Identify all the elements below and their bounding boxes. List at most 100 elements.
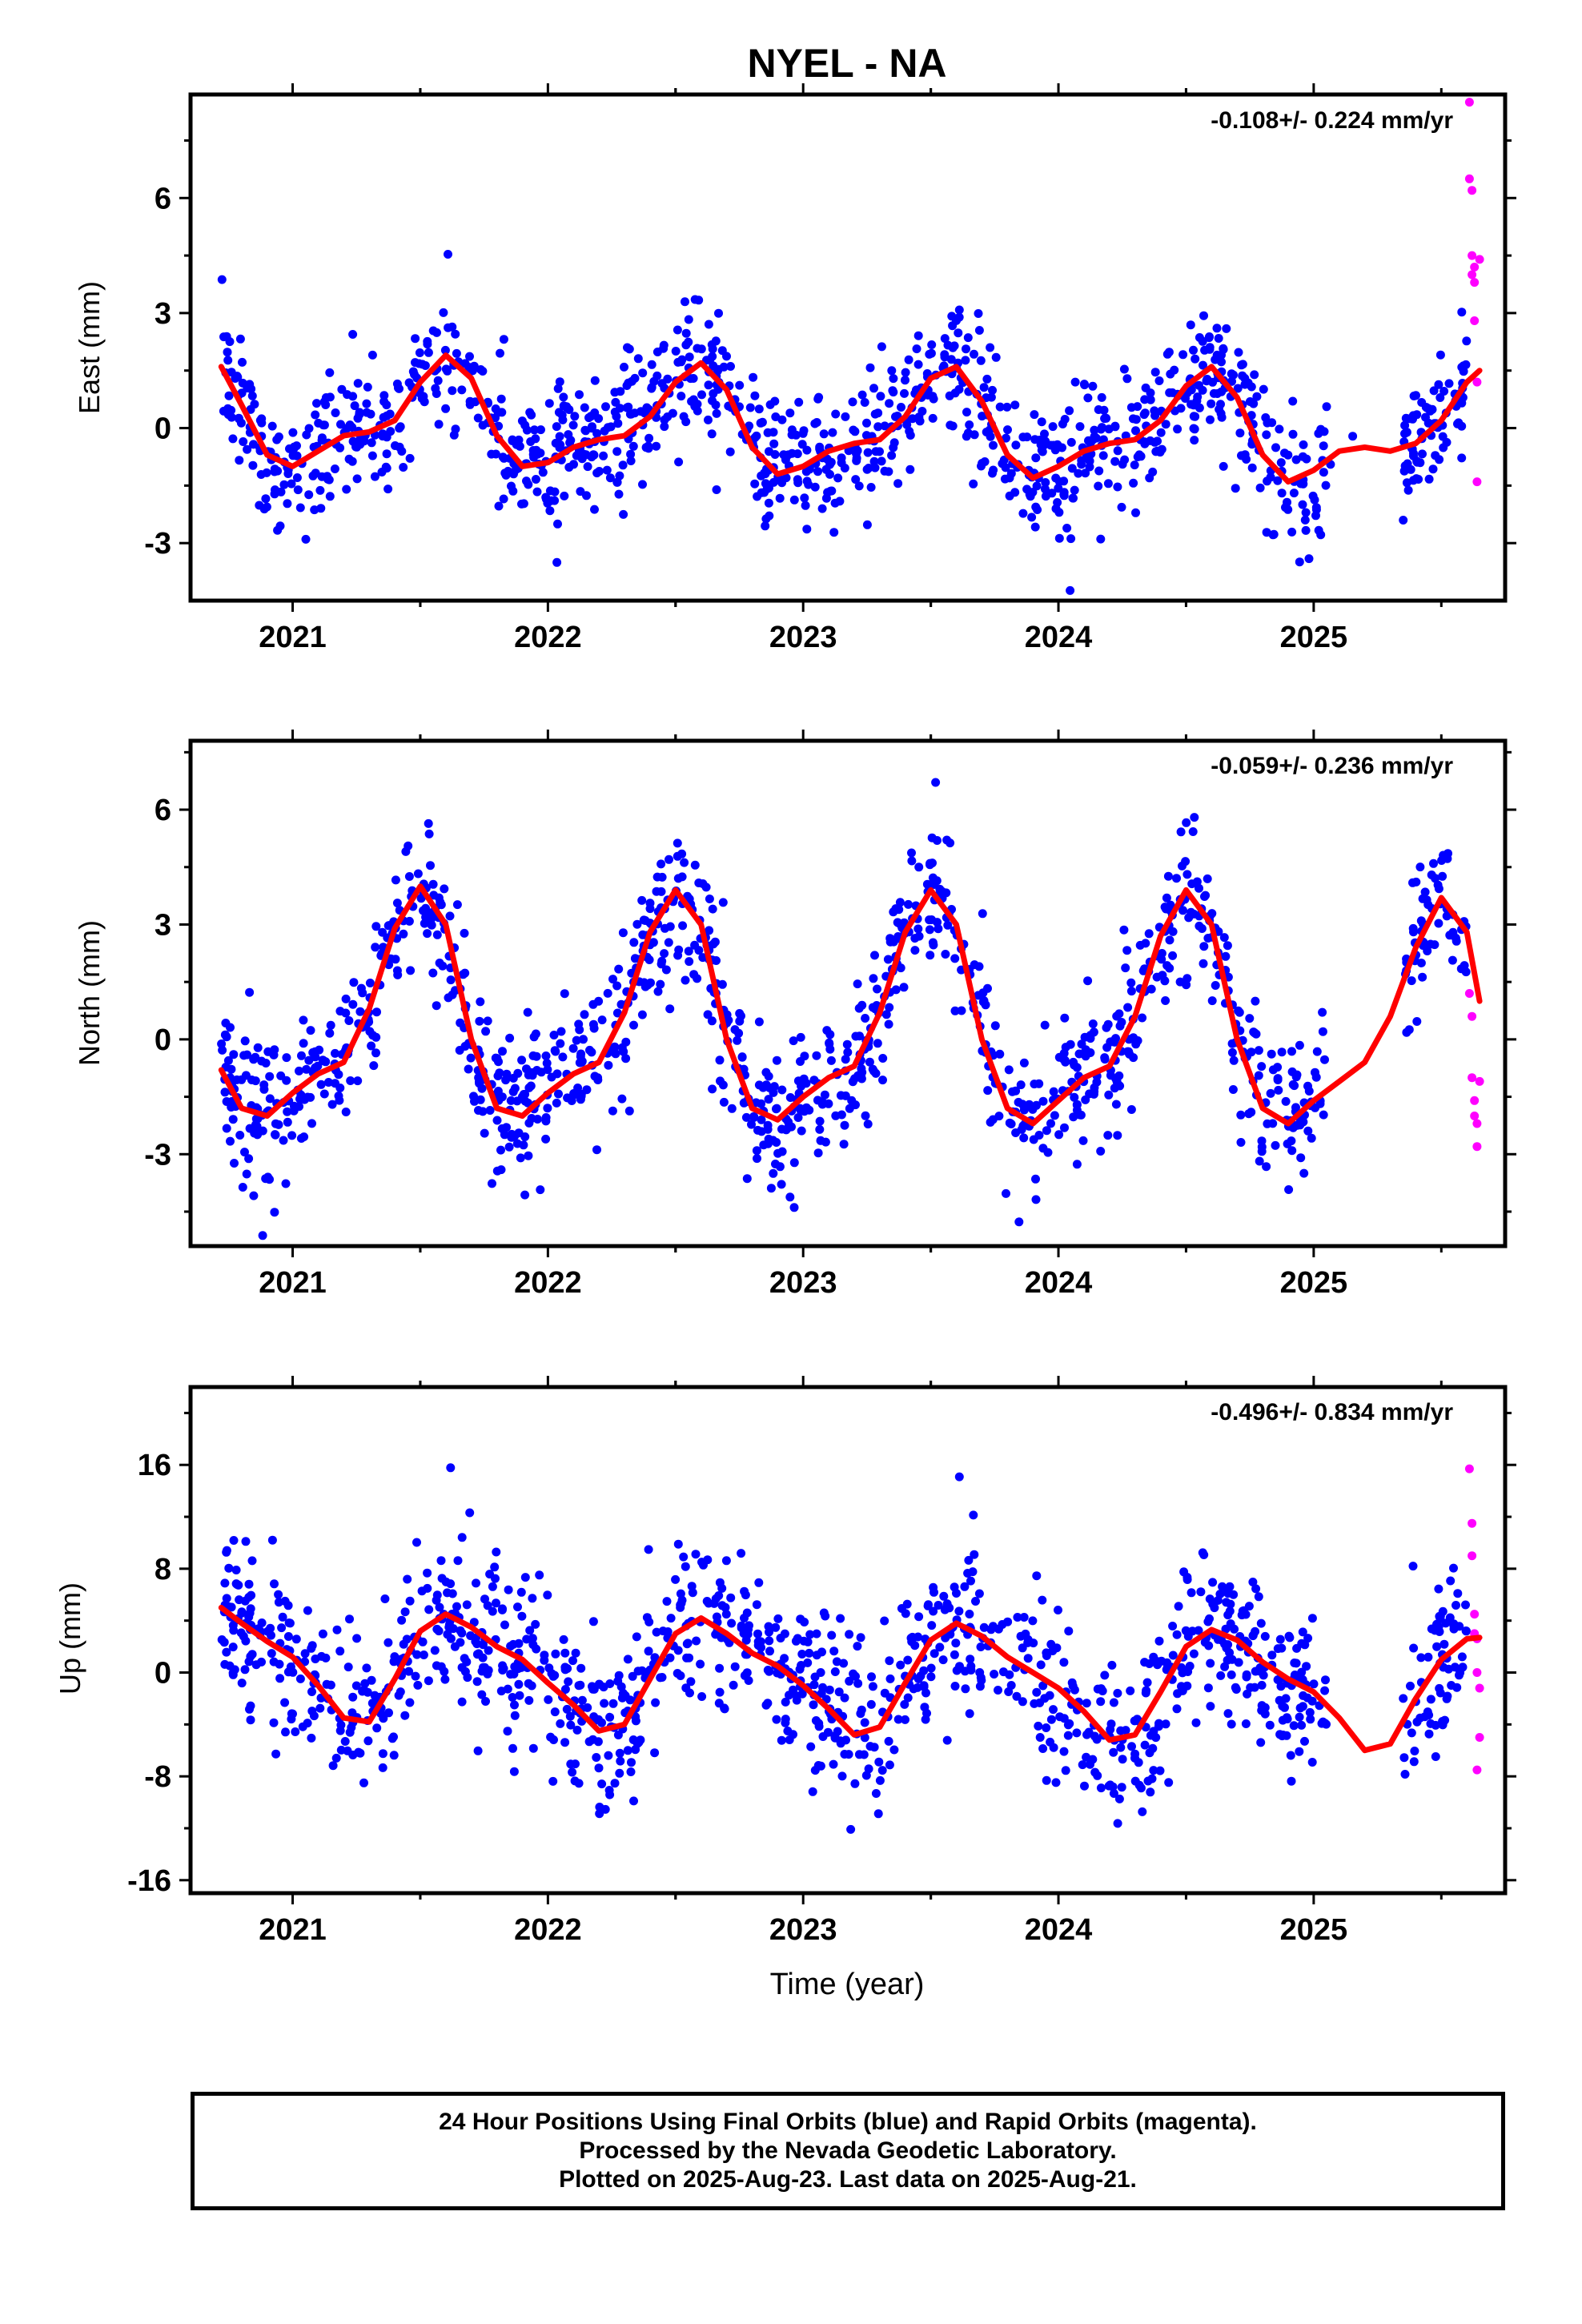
up-final-point: [805, 1630, 815, 1639]
up-final-point: [1172, 1704, 1182, 1714]
up-final-point: [1012, 1691, 1022, 1701]
east-final-point: [887, 451, 897, 460]
up-final-point: [825, 1685, 834, 1695]
north-final-point: [229, 1050, 239, 1059]
east-final-point: [564, 463, 574, 472]
up-final-point: [1248, 1630, 1258, 1640]
north-final-point: [392, 899, 402, 908]
north-final-point: [825, 1038, 834, 1047]
north-final-point: [1283, 1139, 1292, 1148]
up-final-point: [390, 1652, 400, 1662]
north-final-point: [220, 1030, 230, 1039]
up-final-point: [434, 1626, 444, 1636]
north-final-point: [1221, 951, 1231, 961]
east-final-point: [1077, 456, 1086, 465]
north-final-point: [1229, 1055, 1239, 1065]
north-final-point: [899, 983, 909, 992]
east-final-point: [1252, 392, 1262, 401]
north-final-point: [1236, 1110, 1246, 1120]
east-final-point: [491, 449, 500, 459]
east-final-point: [821, 493, 831, 503]
north-final-point: [809, 1076, 819, 1085]
up-final-point: [929, 1606, 938, 1616]
up-final-point: [765, 1636, 774, 1646]
north-final-point: [371, 1048, 380, 1058]
up-final-point: [1038, 1595, 1047, 1605]
east-final-point: [604, 423, 612, 432]
up-final-point: [809, 1700, 818, 1710]
north-final-point: [978, 909, 987, 919]
up-rapid-point: [1470, 1610, 1480, 1619]
north-final-point: [1165, 935, 1174, 945]
up-final-point: [1189, 1649, 1199, 1659]
north-final-point: [257, 1056, 267, 1066]
east-final-point: [849, 425, 858, 435]
up-final-point: [328, 1761, 338, 1771]
east-final-point: [735, 380, 745, 390]
north-final-point: [1418, 972, 1427, 982]
east-final-point: [1212, 324, 1222, 333]
up-final-point: [528, 1594, 537, 1603]
north-final-point: [279, 1136, 288, 1145]
north-final-point: [1121, 963, 1130, 973]
east-final-point: [293, 485, 303, 495]
up-final-point: [594, 1763, 604, 1773]
up-final-point: [405, 1698, 415, 1707]
east-final-point: [1287, 527, 1297, 537]
up-final-point: [566, 1720, 576, 1730]
east-final-point: [1006, 468, 1016, 478]
up-final-point: [1042, 1723, 1051, 1732]
east-final-point: [553, 519, 562, 529]
east-ytick-label: -3: [144, 527, 171, 561]
up-final-point: [405, 1596, 415, 1606]
up-final-point: [1019, 1613, 1029, 1622]
east-final-point: [754, 404, 764, 414]
east-final-point: [370, 472, 379, 481]
east-final-point: [1097, 392, 1106, 402]
up-final-point: [1164, 1778, 1174, 1787]
north-final-point: [777, 1124, 786, 1134]
up-final-point: [1256, 1738, 1266, 1747]
east-final-point: [1058, 443, 1066, 452]
east-final-point: [1211, 355, 1220, 364]
east-final-point: [287, 479, 296, 489]
east-final-point: [1178, 350, 1188, 360]
north-final-point: [763, 1120, 773, 1130]
north-final-point: [652, 872, 662, 882]
up-final-point: [685, 1688, 694, 1698]
north-final-point: [1111, 1100, 1121, 1109]
up-final-point: [845, 1676, 854, 1686]
north-final-point: [925, 925, 934, 935]
north-final-point: [1267, 1049, 1276, 1059]
north-final-point: [690, 940, 700, 950]
east-final-point: [292, 473, 302, 482]
up-final-point: [1118, 1755, 1127, 1764]
east-final-point: [1150, 368, 1160, 377]
north-final-point: [1088, 1019, 1098, 1028]
north-final-point: [673, 838, 682, 848]
north-final-point: [1133, 1036, 1142, 1045]
north-final-point: [506, 1096, 516, 1105]
east-final-point: [347, 456, 357, 466]
up-final-point: [1234, 1658, 1243, 1667]
north-final-point: [910, 946, 920, 955]
up-final-point: [1078, 1760, 1087, 1770]
east-final-point: [1295, 557, 1304, 567]
north-final-point: [281, 1179, 291, 1188]
east-final-point: [247, 384, 256, 394]
east-final-point: [336, 420, 345, 429]
north-final-point: [685, 957, 694, 967]
up-final-point: [614, 1671, 624, 1680]
north-final-point: [235, 1131, 245, 1140]
north-final-point: [1049, 1087, 1058, 1096]
up-final-point: [772, 1715, 781, 1724]
east-final-point: [1434, 380, 1443, 389]
east-xtick-label: 2022: [514, 621, 582, 654]
east-final-point: [618, 460, 628, 470]
east-final-point: [1195, 380, 1203, 390]
north-final-point: [1311, 1068, 1319, 1077]
up-final-point: [1434, 1584, 1443, 1594]
east-final-point: [434, 420, 444, 429]
north-final-point: [244, 1154, 254, 1164]
north-final-point: [1227, 1047, 1237, 1057]
